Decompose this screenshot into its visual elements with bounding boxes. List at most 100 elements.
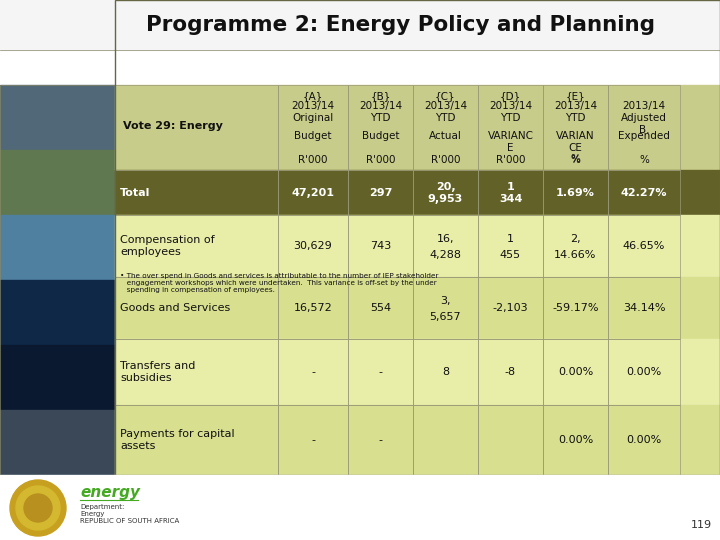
Text: Total: Total (120, 187, 150, 198)
Text: 4,288: 4,288 (430, 251, 462, 260)
Bar (115, 215, 278, 277)
Text: 554: 554 (370, 303, 391, 313)
Bar (115, 85, 720, 170)
Bar (543, 215, 608, 277)
Text: 0.00%: 0.00% (558, 435, 593, 445)
Text: 5,657: 5,657 (430, 312, 462, 322)
Bar (348, 85, 413, 170)
Bar (115, 277, 278, 339)
Text: 2013/14: 2013/14 (359, 101, 402, 111)
Text: 743: 743 (370, 241, 391, 251)
Bar (608, 85, 680, 170)
Bar (543, 405, 608, 475)
Text: 46.65%: 46.65% (623, 241, 665, 251)
Bar (413, 215, 478, 277)
Text: Adjusted
B.: Adjusted B. (621, 113, 667, 134)
Text: -: - (311, 367, 315, 377)
Text: 2013/14: 2013/14 (424, 101, 467, 111)
Text: 20,: 20, (436, 182, 455, 192)
Bar (115, 339, 278, 405)
Bar (0, 0, 720, 50)
Text: 9,953: 9,953 (428, 194, 463, 204)
Text: 119: 119 (691, 520, 712, 530)
Text: -8: -8 (505, 367, 516, 377)
Bar (0, 215, 115, 280)
Text: {E}: {E} (566, 91, 585, 101)
Bar (478, 339, 543, 405)
Bar (278, 170, 348, 215)
Bar (543, 339, 608, 405)
Text: • The over spend in Goods and services is attributable to the number of IEP stak: • The over spend in Goods and services i… (120, 273, 438, 293)
Text: 2013/14: 2013/14 (489, 101, 532, 111)
Text: -: - (379, 435, 382, 445)
Text: Vote 29: Energy: Vote 29: Energy (123, 121, 223, 131)
Bar (348, 405, 413, 475)
Bar (348, 215, 413, 277)
Text: R'000: R'000 (431, 155, 460, 165)
Text: VARIAN
CE
%: VARIAN CE % (556, 131, 595, 164)
Text: -: - (311, 435, 315, 445)
Text: 14.66%: 14.66% (554, 251, 597, 260)
Text: -: - (379, 367, 382, 377)
Bar (0, 280, 115, 345)
Bar (115, 277, 720, 339)
Bar (413, 405, 478, 475)
Text: 0.00%: 0.00% (558, 367, 593, 377)
Text: Budget: Budget (294, 131, 332, 141)
Text: R'000: R'000 (366, 155, 395, 165)
Bar (0, 410, 115, 475)
Bar (0, 85, 115, 150)
Text: 34.14%: 34.14% (623, 303, 665, 313)
Text: YTD: YTD (565, 113, 586, 123)
Text: Payments for capital
assets: Payments for capital assets (120, 429, 235, 451)
Text: Budget: Budget (361, 131, 400, 141)
Text: 16,572: 16,572 (294, 303, 333, 313)
Text: R'000: R'000 (496, 155, 526, 165)
Bar (278, 85, 348, 170)
Bar (348, 170, 413, 215)
Text: 1: 1 (507, 234, 514, 244)
Text: 2013/14: 2013/14 (622, 101, 665, 111)
Text: VARIANC
E: VARIANC E (487, 131, 534, 153)
Text: -2,103: -2,103 (492, 303, 528, 313)
Text: REPUBLIC OF SOUTH AFRICA: REPUBLIC OF SOUTH AFRICA (80, 518, 179, 524)
Bar (115, 215, 720, 277)
Text: 0.00%: 0.00% (626, 367, 662, 377)
Text: 344: 344 (499, 194, 522, 204)
Bar (543, 277, 608, 339)
Text: 1.69%: 1.69% (556, 187, 595, 198)
Text: {B}: {B} (370, 91, 391, 101)
Bar (478, 170, 543, 215)
Bar (543, 85, 608, 170)
Text: 297: 297 (369, 187, 392, 198)
Text: 2,: 2, (570, 234, 581, 244)
Bar (278, 339, 348, 405)
Bar (0, 475, 720, 540)
Text: 1: 1 (507, 182, 514, 192)
Text: 8: 8 (442, 367, 449, 377)
Bar (413, 277, 478, 339)
Text: Energy: Energy (80, 511, 104, 517)
Circle shape (10, 480, 66, 536)
Text: R'000: R'000 (298, 155, 328, 165)
Text: YTD: YTD (436, 113, 456, 123)
Bar (478, 277, 543, 339)
Text: Programme 2: Energy Policy and Planning: Programme 2: Energy Policy and Planning (145, 15, 654, 35)
Bar (115, 170, 278, 215)
Text: %: % (639, 155, 649, 165)
Circle shape (24, 494, 52, 522)
Text: Actual: Actual (429, 131, 462, 141)
Text: Goods and Services: Goods and Services (120, 303, 230, 313)
Bar (348, 339, 413, 405)
Bar (608, 215, 680, 277)
Bar (608, 339, 680, 405)
Bar (608, 405, 680, 475)
Text: Original: Original (292, 113, 333, 123)
Text: 30,629: 30,629 (294, 241, 333, 251)
Text: Department:: Department: (80, 504, 125, 510)
Text: {A}: {A} (303, 91, 323, 101)
Bar (0, 85, 115, 475)
Text: 2013/14: 2013/14 (554, 101, 597, 111)
Bar (608, 277, 680, 339)
Text: energy: energy (80, 484, 140, 500)
